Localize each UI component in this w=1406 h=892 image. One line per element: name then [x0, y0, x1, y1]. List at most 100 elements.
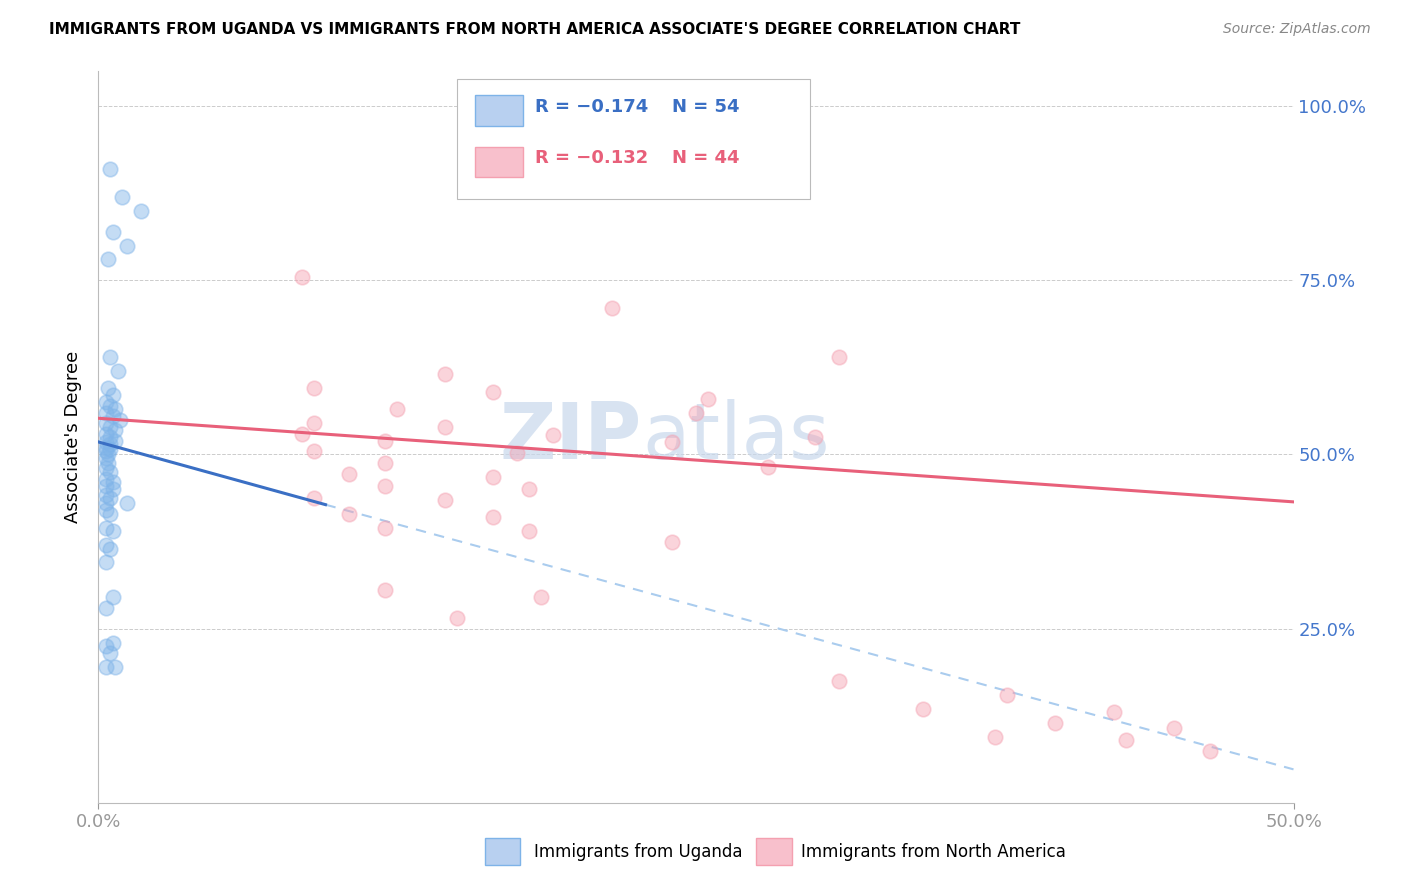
- Point: [98, 646, 122, 660]
- Point: [101, 483, 124, 497]
- Point: [1198, 743, 1220, 757]
- Point: [94, 556, 117, 570]
- Point: [385, 402, 409, 417]
- Point: [374, 521, 396, 535]
- Point: [111, 190, 134, 204]
- Text: N = 54: N = 54: [672, 98, 740, 116]
- Point: [481, 384, 505, 399]
- Text: atlas: atlas: [643, 399, 830, 475]
- Point: [291, 269, 314, 284]
- Point: [94, 434, 117, 449]
- FancyBboxPatch shape: [457, 78, 810, 200]
- Point: [101, 225, 124, 239]
- Point: [131, 203, 153, 218]
- Point: [541, 428, 564, 442]
- Point: [101, 524, 124, 538]
- Point: [94, 639, 117, 653]
- Text: ZIP: ZIP: [501, 399, 643, 475]
- Point: [517, 483, 540, 497]
- Point: [94, 538, 117, 552]
- Point: [98, 465, 122, 479]
- Point: [98, 442, 122, 456]
- Text: Source: ZipAtlas.com: Source: ZipAtlas.com: [1223, 22, 1371, 37]
- Text: R = −0.174: R = −0.174: [534, 98, 648, 116]
- Point: [104, 423, 127, 437]
- Point: [108, 412, 131, 426]
- Point: [1102, 705, 1125, 719]
- Point: [94, 395, 117, 409]
- Point: [94, 461, 117, 475]
- Point: [602, 301, 624, 316]
- Point: [661, 534, 683, 549]
- Point: [94, 416, 117, 430]
- Point: [911, 702, 934, 716]
- Text: N = 44: N = 44: [672, 149, 740, 168]
- Point: [1043, 715, 1066, 730]
- Point: [97, 448, 120, 462]
- Text: Immigrants from North America: Immigrants from North America: [801, 843, 1066, 861]
- Point: [98, 491, 122, 505]
- Point: [98, 161, 122, 176]
- Point: [374, 479, 396, 493]
- Point: [98, 350, 122, 364]
- Point: [104, 402, 127, 417]
- FancyBboxPatch shape: [485, 838, 520, 865]
- Point: [101, 475, 124, 490]
- Point: [995, 688, 1018, 702]
- Point: [529, 591, 551, 605]
- Point: [94, 479, 117, 493]
- FancyBboxPatch shape: [475, 146, 523, 178]
- Point: [98, 507, 122, 521]
- Point: [374, 434, 396, 448]
- Point: [107, 364, 129, 378]
- Point: [94, 503, 117, 517]
- Point: [94, 450, 117, 465]
- Point: [104, 434, 127, 448]
- Point: [94, 426, 117, 441]
- Point: [97, 381, 120, 395]
- Point: [115, 496, 138, 510]
- Point: [302, 491, 325, 505]
- Point: [481, 510, 505, 524]
- Point: [517, 524, 540, 538]
- Point: [104, 660, 127, 674]
- Point: [374, 583, 396, 598]
- Point: [697, 392, 720, 406]
- Point: [446, 611, 468, 625]
- Point: [94, 441, 117, 455]
- Point: [339, 467, 360, 481]
- Point: [94, 496, 117, 510]
- Point: [98, 399, 122, 413]
- Point: [302, 381, 325, 395]
- Point: [101, 635, 124, 649]
- Point: [101, 409, 124, 424]
- Point: [94, 406, 117, 420]
- Point: [94, 472, 117, 486]
- Point: [98, 437, 122, 451]
- Text: R = −0.132: R = −0.132: [534, 149, 648, 168]
- FancyBboxPatch shape: [475, 95, 523, 126]
- Point: [433, 492, 456, 507]
- Point: [94, 521, 117, 535]
- Point: [94, 660, 117, 674]
- Point: [98, 419, 122, 434]
- Point: [481, 470, 505, 484]
- Text: Immigrants from Uganda: Immigrants from Uganda: [534, 843, 742, 861]
- Point: [94, 488, 117, 502]
- Point: [433, 368, 456, 382]
- Point: [98, 541, 122, 556]
- Point: [984, 730, 1007, 744]
- Point: [661, 434, 683, 449]
- Point: [115, 238, 138, 252]
- Point: [97, 456, 120, 470]
- Point: [101, 388, 124, 402]
- Point: [302, 444, 325, 458]
- Text: IMMIGRANTS FROM UGANDA VS IMMIGRANTS FROM NORTH AMERICA ASSOCIATE'S DEGREE CORRE: IMMIGRANTS FROM UGANDA VS IMMIGRANTS FRO…: [49, 22, 1021, 37]
- Point: [828, 673, 851, 688]
- Point: [804, 430, 827, 444]
- Point: [685, 406, 707, 420]
- Point: [101, 591, 124, 605]
- Point: [756, 460, 779, 475]
- Y-axis label: Associate's Degree: Associate's Degree: [65, 351, 83, 524]
- Point: [481, 117, 505, 131]
